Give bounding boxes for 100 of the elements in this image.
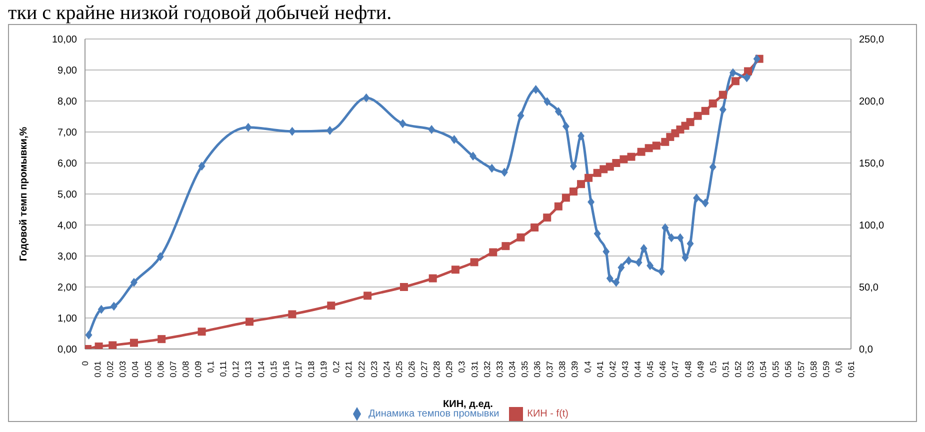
point: [668, 233, 675, 242]
x-tick-label: 0,12: [230, 360, 241, 378]
x-tick-label: 0,33: [494, 360, 504, 378]
x-tick-label: 0,15: [268, 360, 278, 378]
point: [130, 338, 138, 347]
point: [562, 122, 570, 131]
point: [588, 198, 595, 207]
point: [612, 159, 620, 167]
point: [428, 274, 437, 282]
point: [554, 202, 562, 210]
x-tick-label: 0,41: [594, 360, 605, 378]
point: [198, 162, 206, 171]
x-tick-label: 0,55: [770, 360, 781, 378]
x-tick-label: 0,51: [720, 360, 730, 378]
x-tick-label: 0: [80, 360, 90, 366]
point: [620, 155, 628, 164]
point: [532, 85, 540, 94]
point: [744, 67, 752, 76]
point: [244, 122, 252, 132]
y2-tick-label: 250,0: [859, 34, 884, 46]
x-tick-label: 0,3: [456, 360, 467, 373]
point: [569, 188, 578, 196]
point: [618, 262, 625, 272]
legend-label: Динамика темпов промывки: [368, 408, 500, 420]
x-tick-label: 0,47: [670, 360, 680, 378]
point: [577, 180, 586, 188]
x-tick-label: 0,36: [532, 360, 542, 378]
x-tick-label: 0,22: [356, 360, 366, 378]
point: [327, 302, 336, 310]
x-tick-label: 0,03: [118, 360, 128, 378]
x-axis-title: КИН, д.ед.: [443, 399, 494, 410]
y-tick-label: 8,00: [58, 96, 78, 108]
y-tick-label: 5,00: [58, 190, 78, 201]
x-tick-label: 0,24: [381, 360, 392, 378]
y2-tick-label: 0,0: [859, 344, 874, 356]
point: [489, 248, 498, 256]
point: [719, 105, 726, 114]
point: [488, 164, 496, 173]
point: [530, 223, 539, 232]
point: [288, 310, 296, 318]
x-tick-label: 0,08: [180, 360, 190, 378]
point: [451, 266, 460, 274]
x-tick-label: 0,05: [142, 360, 153, 378]
point: [428, 125, 436, 134]
y-tick-label: 6,00: [58, 158, 78, 170]
y-tick-label: 3,00: [58, 252, 78, 263]
text: тки с крайне низкой годовой добычей нефти.: [8, 2, 393, 24]
x-tick-label: 0,39: [570, 360, 580, 378]
point: [516, 233, 525, 242]
x-tick-label: 0,04: [130, 360, 140, 378]
point: [652, 142, 660, 150]
x-tick-label: 0,21: [344, 360, 354, 378]
x-tick-label: 0,57: [796, 360, 806, 378]
point: [94, 342, 103, 349]
point: [158, 335, 166, 344]
point: [288, 126, 296, 136]
x-tick-label: 0,2: [331, 360, 342, 373]
point: [606, 274, 614, 283]
point: [198, 328, 206, 336]
y-tick-label: 4,00: [58, 220, 78, 232]
x-tick-label: 0,49: [695, 360, 706, 378]
point: [676, 233, 684, 242]
x-tick-label: 0,23: [368, 360, 379, 378]
point: [246, 318, 254, 326]
point: [85, 330, 92, 340]
point: [701, 106, 710, 115]
x-tick-label: 0,35: [520, 360, 530, 378]
y-tick-label: 1,00: [58, 314, 78, 325]
point: [709, 162, 716, 172]
x-tick-label: 0,1: [206, 360, 216, 373]
point: [627, 152, 636, 161]
x-tick-label: 0,48: [682, 360, 693, 378]
x-tick-label: 0,18: [306, 360, 316, 378]
point: [110, 302, 118, 311]
point: [98, 304, 105, 314]
point: [743, 73, 750, 82]
x-tick-label: 0,16: [280, 360, 291, 378]
point: [517, 111, 524, 120]
x-tick-label: 0,02: [105, 360, 116, 378]
point: [635, 258, 642, 268]
x-tick-label: 0,31: [469, 360, 480, 378]
point: [662, 223, 669, 232]
x-tick-label: 0,25: [394, 360, 404, 378]
point: [399, 119, 406, 128]
x-tick-label: 0,6: [833, 360, 844, 373]
y-tick-label: 2,00: [58, 282, 78, 294]
point: [753, 54, 760, 64]
point: [625, 256, 632, 266]
x-tick-label: 0,4: [582, 360, 592, 373]
point: [602, 247, 610, 256]
point: [729, 68, 736, 78]
x-tick-label: 0,52: [732, 360, 743, 378]
y2-tick-label: 200,0: [859, 96, 884, 108]
x-tick-label: 0,01: [92, 360, 103, 378]
point: [640, 244, 648, 254]
y-axis-title: Годовой темп промывки,%: [18, 126, 30, 262]
point: [543, 214, 552, 222]
x-tick-label: 0,56: [783, 360, 794, 378]
x-tick-label: 0,43: [620, 360, 630, 378]
x-tick-label: 0,09: [193, 360, 204, 378]
